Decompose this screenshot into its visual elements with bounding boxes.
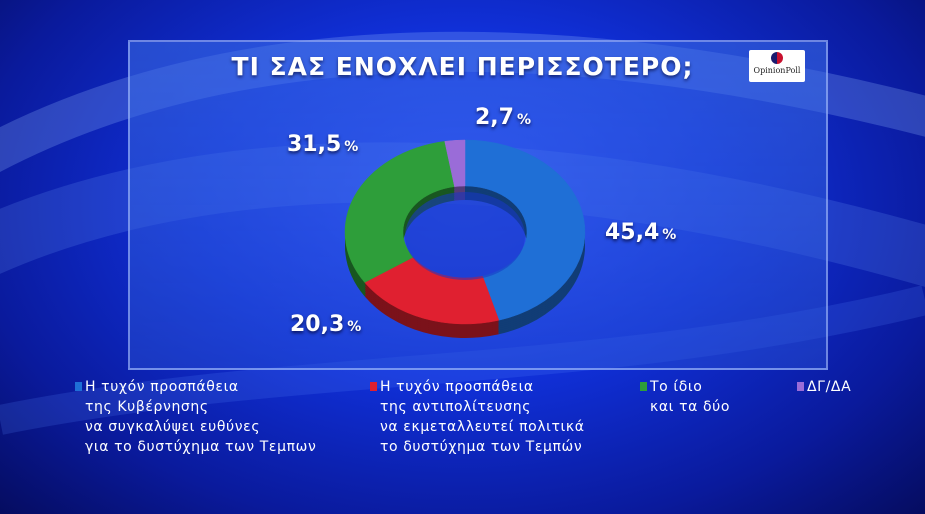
legend-item-dk-na: ΔΓ/ΔΑ	[797, 377, 851, 397]
legend-item-government: Η τυχόν προσπάθεια της Κυβέρνησης να συγ…	[75, 377, 316, 457]
data-label-slice-1: 20,3%	[290, 312, 362, 337]
page-title: ΤΙ ΣΑΣ ΕΝΟΧΛΕΙ ΠΕΡΙΣΣΟΤΕΡΟ;	[231, 52, 694, 81]
legend-swatch-purple	[797, 382, 804, 391]
data-label-slice-2: 31,5%	[287, 132, 359, 157]
slice-0	[464, 139, 586, 321]
donut-hole	[405, 192, 525, 280]
legend-swatch-red	[370, 382, 377, 391]
slice-2	[344, 141, 455, 283]
data-label-slice-3: 2,7%	[475, 105, 532, 130]
logo-icon	[771, 52, 783, 64]
legend-swatch-blue	[75, 382, 82, 391]
data-label-slice-0: 45,4%	[605, 220, 677, 245]
legend-item-both: Το ίδιο και τα δύο	[640, 377, 730, 417]
slice-3	[444, 139, 466, 187]
logo-text: OpinionPoll	[753, 66, 801, 75]
legend-swatch-green	[640, 382, 647, 391]
legend-item-opposition: Η τυχόν προσπάθεια της αντιπολίτευσης να…	[370, 377, 585, 457]
opinionpoll-logo: OpinionPoll	[749, 50, 805, 82]
